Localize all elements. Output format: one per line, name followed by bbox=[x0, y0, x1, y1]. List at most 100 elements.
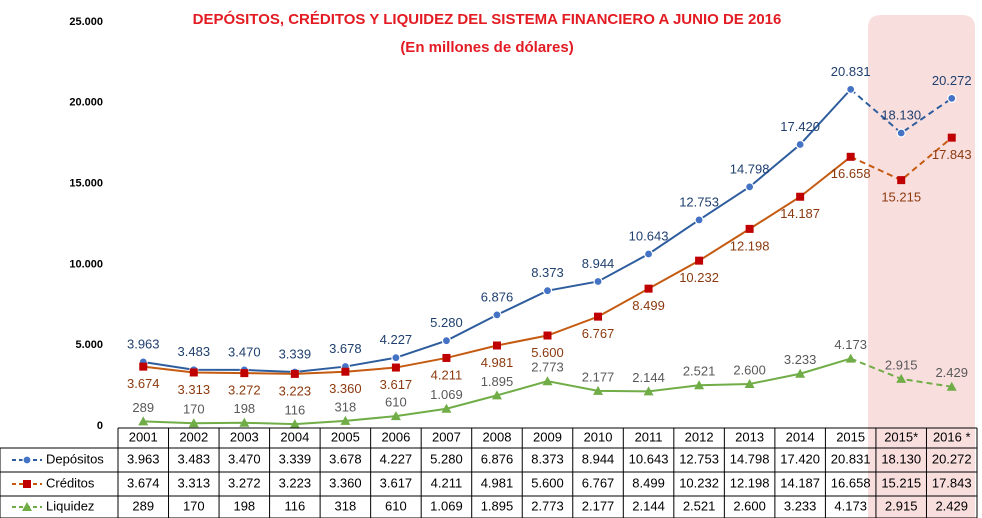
data-label: 2.429 bbox=[935, 365, 968, 380]
point bbox=[897, 176, 906, 185]
data-label: 18.130 bbox=[881, 107, 921, 122]
point bbox=[391, 363, 400, 372]
point bbox=[796, 192, 805, 201]
x-tick-label: 2014 bbox=[786, 429, 815, 444]
data-label: 3.470 bbox=[228, 344, 261, 359]
data-label: 3.674 bbox=[127, 376, 160, 391]
data-label: 20.831 bbox=[831, 64, 871, 79]
point bbox=[390, 411, 401, 421]
legend-marker bbox=[22, 502, 32, 511]
point bbox=[542, 286, 553, 296]
data-label: 3.617 bbox=[380, 377, 413, 392]
table-cell: 4.211 bbox=[431, 475, 463, 490]
point bbox=[138, 416, 149, 426]
data-label: 3.272 bbox=[228, 383, 261, 398]
table-cell: 2.177 bbox=[582, 498, 615, 513]
data-label: 10.643 bbox=[629, 228, 669, 243]
table-cell: 1.895 bbox=[481, 498, 514, 513]
data-label: 3.233 bbox=[784, 352, 817, 367]
data-label: 5.600 bbox=[531, 345, 564, 360]
point bbox=[947, 93, 957, 104]
table-cell: 5.600 bbox=[531, 475, 564, 490]
data-label: 14.187 bbox=[780, 206, 820, 221]
data-label: 12.753 bbox=[679, 194, 719, 209]
point bbox=[593, 276, 603, 287]
point bbox=[543, 331, 552, 340]
x-tick-label: 2007 bbox=[432, 429, 461, 444]
table-cell: 17.843 bbox=[932, 475, 972, 490]
chart-subtitle: (En millones de dólares) bbox=[400, 39, 573, 56]
x-tick-label: 2015 bbox=[836, 429, 865, 444]
data-label: 6.767 bbox=[582, 326, 615, 341]
data-label: 16.658 bbox=[831, 166, 871, 181]
data-label: 3.963 bbox=[127, 336, 160, 351]
x-tick-label: 2002 bbox=[179, 429, 208, 444]
table-cell: 3.674 bbox=[127, 475, 160, 490]
data-label: 4.211 bbox=[431, 367, 463, 382]
data-label: 198 bbox=[233, 401, 255, 416]
point bbox=[492, 341, 501, 350]
series-line bbox=[850, 88, 953, 135]
table-cell: 14.798 bbox=[730, 451, 770, 466]
data-label: 116 bbox=[284, 403, 305, 418]
y-tick-label: 0 bbox=[97, 420, 103, 432]
data-label: 6.876 bbox=[481, 289, 514, 304]
data-label: 4.981 bbox=[481, 355, 514, 370]
point bbox=[795, 139, 805, 150]
point bbox=[694, 380, 705, 390]
point bbox=[643, 386, 654, 396]
data-label: 3.360 bbox=[329, 381, 362, 396]
x-tick-label: 2009 bbox=[533, 429, 562, 444]
chart-title: DEPÓSITOS, CRÉDITOS Y LIQUIDEZ DEL SISTE… bbox=[193, 10, 782, 28]
data-label: 3.223 bbox=[279, 383, 312, 398]
y-tick-label: 20.000 bbox=[69, 97, 103, 109]
table-cell: 3.678 bbox=[329, 451, 362, 466]
y-tick-label: 5.000 bbox=[75, 339, 103, 351]
data-label: 170 bbox=[183, 402, 205, 417]
data-label: 5.280 bbox=[430, 315, 463, 330]
point bbox=[290, 369, 299, 378]
table-cell: 610 bbox=[385, 498, 407, 513]
x-tick-label: 2010 bbox=[584, 429, 613, 444]
point bbox=[542, 376, 553, 386]
point bbox=[745, 224, 754, 233]
table-cell: 3.339 bbox=[279, 451, 312, 466]
point bbox=[594, 312, 603, 321]
point bbox=[340, 415, 351, 425]
point bbox=[491, 390, 502, 400]
data-label: 2.521 bbox=[683, 364, 716, 379]
legend-label: Depósitos bbox=[46, 451, 104, 466]
point bbox=[593, 385, 604, 395]
data-label: 2.600 bbox=[733, 362, 766, 377]
table-cell: 3.233 bbox=[784, 498, 817, 513]
table-cell: 3.963 bbox=[127, 451, 160, 466]
point bbox=[947, 133, 956, 142]
data-label: 8.373 bbox=[531, 265, 564, 280]
data-label: 2.144 bbox=[632, 370, 665, 385]
data-label: 1.895 bbox=[481, 374, 514, 389]
point bbox=[695, 256, 704, 265]
point bbox=[643, 249, 654, 259]
table-cell: 2.915 bbox=[885, 498, 918, 513]
data-label: 8.499 bbox=[632, 298, 665, 313]
table-cell: 2.600 bbox=[733, 498, 766, 513]
point bbox=[239, 417, 250, 427]
table-cell: 4.227 bbox=[380, 451, 413, 466]
legend-label: Liquidez bbox=[46, 498, 94, 513]
table-cell: 2.429 bbox=[935, 498, 968, 513]
table-cell: 4.981 bbox=[481, 475, 514, 490]
x-tick-label: 2008 bbox=[483, 429, 512, 444]
x-tick-label: 2011 bbox=[635, 429, 663, 444]
table-cell: 12.198 bbox=[730, 475, 770, 490]
y-tick-label: 25.000 bbox=[69, 16, 103, 28]
x-tick-label: 2005 bbox=[331, 429, 360, 444]
table-cell: 4.173 bbox=[834, 498, 867, 513]
x-tick-label: 2012 bbox=[685, 429, 714, 444]
point bbox=[694, 215, 704, 225]
table-cell: 116 bbox=[284, 498, 305, 513]
table-cell: 198 bbox=[233, 498, 255, 513]
table-cell: 18.130 bbox=[881, 451, 921, 466]
table-cell: 3.272 bbox=[228, 475, 261, 490]
data-label: 1.069 bbox=[430, 387, 463, 402]
